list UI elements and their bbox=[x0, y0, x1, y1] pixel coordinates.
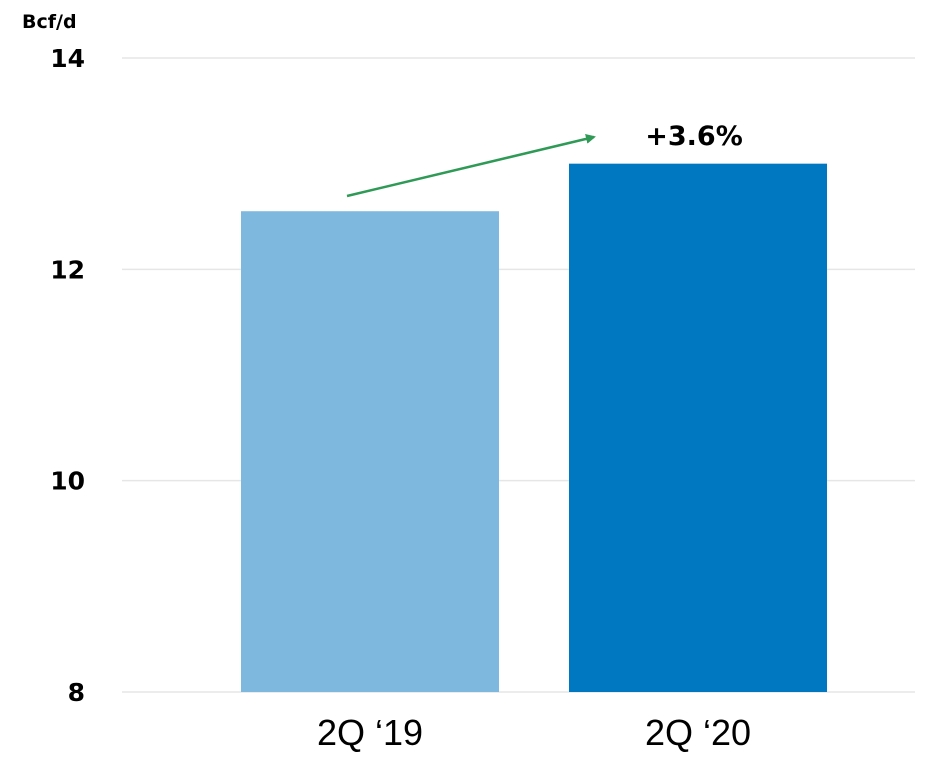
y-tick-label: 12 bbox=[50, 255, 85, 284]
bar bbox=[241, 211, 499, 692]
x-axis: 2Q ‘19 2Q ‘20 bbox=[317, 712, 751, 753]
x-tick-label: 2Q ‘20 bbox=[645, 712, 751, 753]
y-tick-label: 8 bbox=[68, 678, 85, 707]
y-axis: 8 10 12 14 bbox=[50, 44, 85, 707]
growth-annotation: +3.6% bbox=[645, 121, 743, 152]
bars bbox=[241, 163, 827, 692]
growth-arrow bbox=[346, 133, 596, 198]
y-tick-label: 10 bbox=[50, 467, 85, 496]
bar bbox=[569, 163, 827, 692]
x-tick-label: 2Q ‘19 bbox=[317, 712, 423, 753]
y-tick-label: 14 bbox=[50, 44, 85, 73]
unit-label: Bcf/d bbox=[22, 11, 77, 33]
